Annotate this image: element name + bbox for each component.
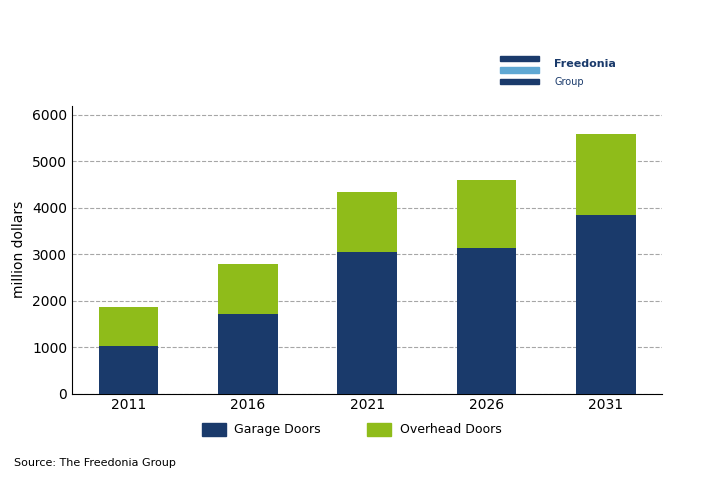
- Bar: [99, 346, 158, 394]
- Bar: [218, 264, 278, 314]
- Text: (million dollars): (million dollars): [14, 71, 125, 84]
- Bar: [576, 134, 636, 215]
- Bar: [500, 79, 539, 84]
- Y-axis label: million dollars: million dollars: [12, 201, 27, 298]
- Text: Source: The Freedonia Group: Source: The Freedonia Group: [14, 458, 176, 468]
- Bar: [500, 67, 539, 73]
- Bar: [500, 56, 539, 61]
- Text: 2011, 2016, 2021, 2026, & 2031: 2011, 2016, 2021, 2026, & 2031: [14, 52, 240, 65]
- Text: Figure 3-2.: Figure 3-2.: [14, 15, 91, 28]
- Text: Garage Doors: Garage Doors: [235, 423, 321, 436]
- Text: Garage & Overhead Door Demand by Product,: Garage & Overhead Door Demand by Product…: [14, 33, 338, 46]
- Bar: [367, 423, 391, 436]
- Text: Group: Group: [554, 77, 584, 86]
- Bar: [99, 307, 158, 346]
- Bar: [338, 192, 397, 252]
- Bar: [218, 314, 278, 394]
- Text: Overhead Doors: Overhead Doors: [400, 423, 501, 436]
- Text: Freedonia: Freedonia: [554, 60, 616, 69]
- Bar: [456, 248, 516, 394]
- Bar: [456, 180, 516, 248]
- Bar: [338, 252, 397, 394]
- Bar: [576, 215, 636, 394]
- Bar: [202, 423, 225, 436]
